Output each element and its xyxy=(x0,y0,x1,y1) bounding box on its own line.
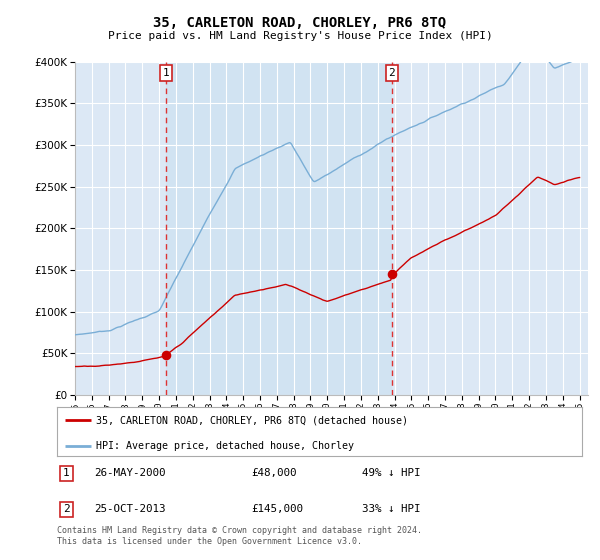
Text: 1: 1 xyxy=(163,68,169,78)
Point xyxy=(387,269,397,278)
Text: 35, CARLETON ROAD, CHORLEY, PR6 8TQ (detached house): 35, CARLETON ROAD, CHORLEY, PR6 8TQ (det… xyxy=(97,416,409,426)
Text: 2: 2 xyxy=(388,68,395,78)
Text: £145,000: £145,000 xyxy=(251,505,303,515)
Text: 2: 2 xyxy=(63,505,70,515)
Bar xyxy=(166,62,392,395)
Text: HPI: Average price, detached house, Chorley: HPI: Average price, detached house, Chor… xyxy=(97,441,355,451)
Text: 33% ↓ HPI: 33% ↓ HPI xyxy=(361,505,420,515)
Text: 35, CARLETON ROAD, CHORLEY, PR6 8TQ: 35, CARLETON ROAD, CHORLEY, PR6 8TQ xyxy=(154,16,446,30)
Text: Contains HM Land Registry data © Crown copyright and database right 2024.
This d: Contains HM Land Registry data © Crown c… xyxy=(57,526,422,546)
Text: £48,000: £48,000 xyxy=(251,468,297,478)
Text: 1: 1 xyxy=(63,468,70,478)
Point xyxy=(161,351,170,360)
Text: 26-MAY-2000: 26-MAY-2000 xyxy=(94,468,165,478)
Text: 25-OCT-2013: 25-OCT-2013 xyxy=(94,505,165,515)
Text: Price paid vs. HM Land Registry's House Price Index (HPI): Price paid vs. HM Land Registry's House … xyxy=(107,31,493,41)
Text: 49% ↓ HPI: 49% ↓ HPI xyxy=(361,468,420,478)
